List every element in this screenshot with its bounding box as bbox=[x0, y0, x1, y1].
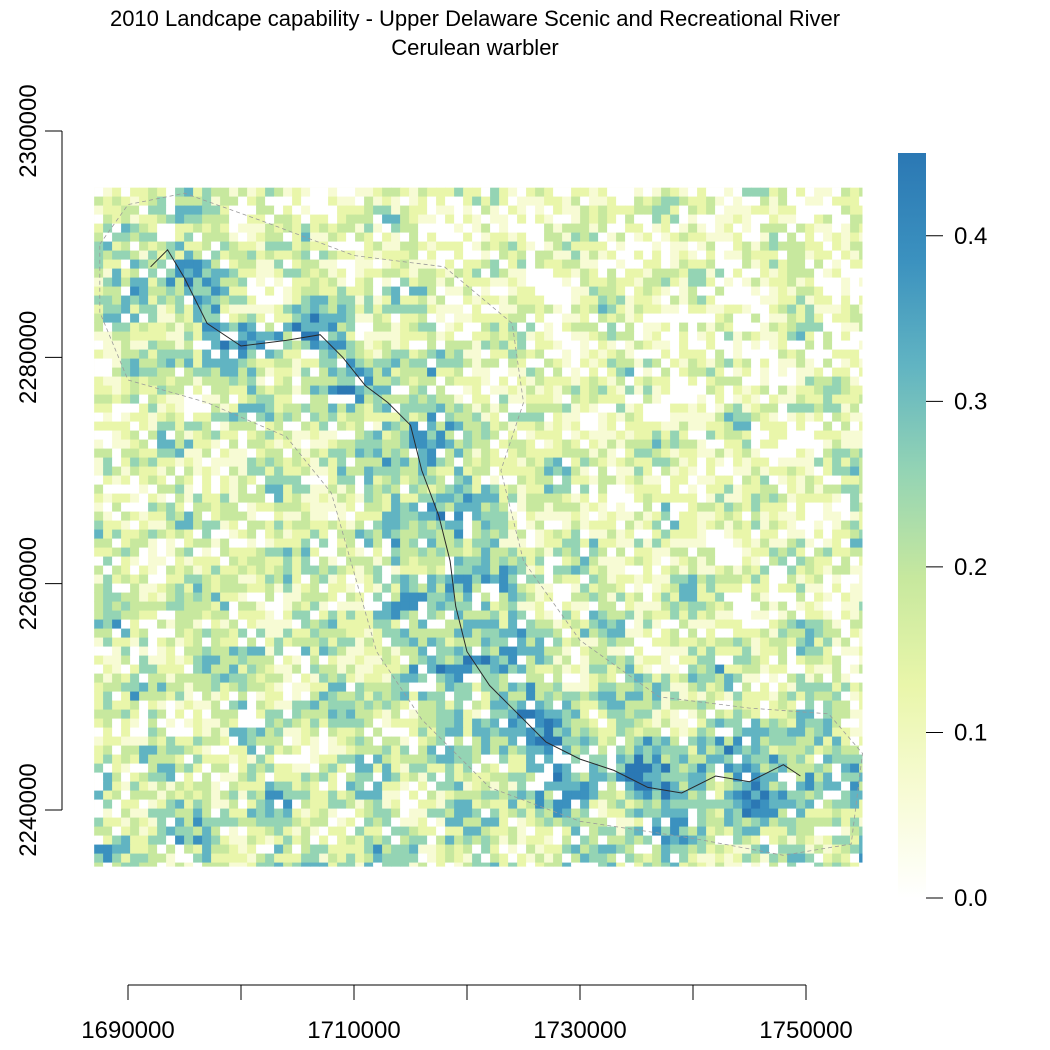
legend-tick-label: 0.0 bbox=[954, 885, 987, 912]
legend-tick-label: 0.4 bbox=[954, 223, 987, 250]
color-legend: 0.0 0.1 0.2 0.3 0.4 bbox=[898, 153, 987, 912]
x-axis: 1690000 1710000 1730000 1750000 bbox=[81, 984, 853, 1044]
capability-raster bbox=[94, 187, 863, 867]
legend-tick-label: 0.1 bbox=[954, 719, 987, 746]
legend-colorbar bbox=[898, 153, 926, 898]
chart-subtitle: Cerulean warbler bbox=[391, 35, 559, 60]
x-tick-label: 1690000 bbox=[81, 1017, 174, 1044]
legend-tick-label: 0.2 bbox=[954, 554, 987, 581]
y-tick-label: 2300000 bbox=[15, 84, 42, 177]
x-tick-label: 1710000 bbox=[307, 1017, 400, 1044]
map-overlays bbox=[99, 192, 863, 856]
chart-title: 2010 Landcape capability - Upper Delawar… bbox=[110, 6, 840, 31]
y-tick-label: 2240000 bbox=[15, 763, 42, 856]
legend-tick-label: 0.3 bbox=[954, 388, 987, 415]
park-buffer-outline bbox=[99, 192, 863, 856]
river-corridor-boundary bbox=[150, 248, 801, 794]
y-axis: 2240000 2260000 2280000 2300000 bbox=[15, 84, 63, 857]
y-tick-label: 2280000 bbox=[15, 311, 42, 404]
y-tick-label: 2260000 bbox=[15, 537, 42, 630]
x-tick-label: 1730000 bbox=[533, 1017, 626, 1044]
x-tick-label: 1750000 bbox=[759, 1017, 852, 1044]
